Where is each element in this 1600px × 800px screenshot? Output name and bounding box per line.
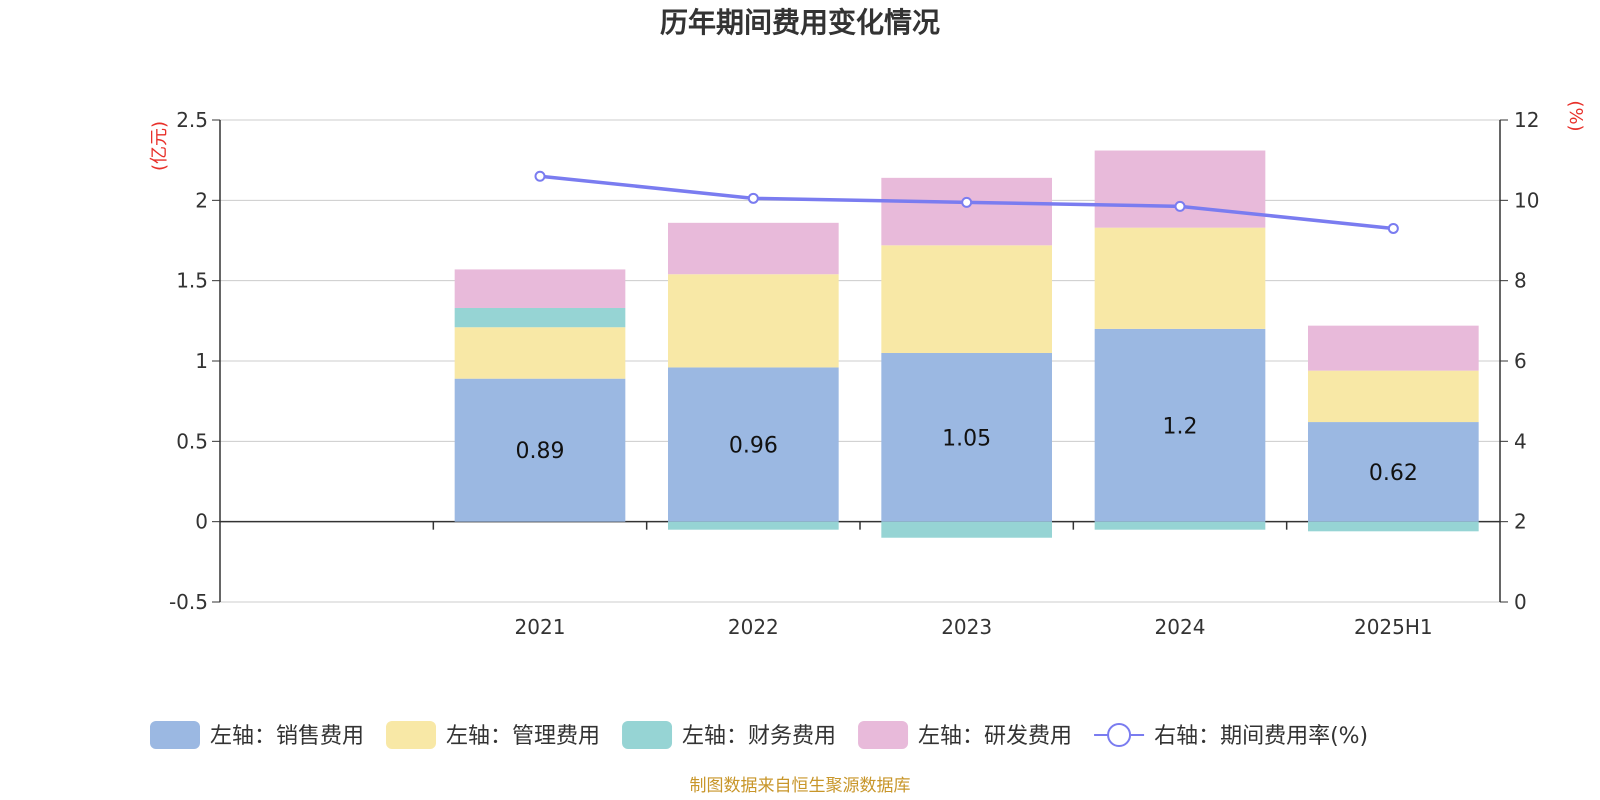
x-tick-label: 2022: [728, 615, 779, 639]
legend-label-1: 左轴：销售费用: [210, 724, 364, 749]
bar-1-2024: [1094, 328, 1266, 522]
legend-swatch-3: [622, 721, 673, 749]
bar-4-2022: [668, 222, 839, 275]
right-tick-label: 4: [1514, 429, 1527, 453]
left-tick-label: 0: [195, 510, 208, 534]
bar-2-2025H1: [1308, 370, 1479, 423]
bar-2-2024: [1094, 227, 1266, 329]
bar-1-2023: [881, 352, 1052, 522]
left-tick-label: 1.5: [176, 269, 208, 293]
left-tick-label: 2.5: [176, 108, 208, 132]
bar-1-2022: [668, 367, 839, 522]
right-axis-ticks: 0 2 4 6 8 10 12: [1500, 108, 1539, 614]
legend-swatch-4: [858, 721, 909, 749]
legend: 左轴：销售费用 左轴：管理费用 左轴：财务费用 左轴：研发费用 右轴：期间费用率(%): [150, 721, 1368, 749]
rate-point-2025H1: [1387, 222, 1399, 234]
rate-point-2023: [961, 196, 973, 208]
bar-3-2022: [668, 521, 839, 530]
right-axis-unit: (%): [1565, 100, 1586, 131]
legend-label-3: 左轴：财务费用: [682, 724, 836, 749]
bar-3-2021: [454, 307, 626, 328]
bar-4-2021: [454, 269, 626, 308]
left-tick-label: 1: [195, 349, 208, 373]
legend-swatch-1: [150, 721, 200, 749]
chart-title: 历年期间费用变化情况: [660, 6, 940, 39]
legend-label-2: 左轴：管理费用: [446, 724, 600, 749]
rate-point-2024: [1174, 200, 1186, 212]
x-tick-label: 2024: [1155, 615, 1206, 639]
rate-point-2022: [747, 192, 759, 204]
right-tick-label: 10: [1514, 188, 1539, 212]
bar-data-label: 1.2: [1163, 414, 1198, 439]
bar-2-2023: [881, 245, 1052, 353]
bar-data-label: 1.05: [942, 426, 991, 451]
bars: 0.89 0.96 1.05 1.2 0.62: [454, 150, 1479, 538]
bar-data-label: 0.62: [1369, 461, 1418, 486]
rate-line: [534, 170, 1399, 234]
bar-1-2025H1: [1308, 422, 1479, 522]
x-tick-label: 2025H1: [1354, 615, 1433, 639]
bar-4-2023: [881, 177, 1052, 246]
bar-3-2024: [1094, 521, 1266, 530]
bar-data-label: 0.89: [516, 439, 565, 464]
left-tick-label: 0.5: [176, 429, 208, 453]
axes: [219, 120, 1501, 602]
bar-2-2022: [668, 274, 839, 368]
right-tick-label: 2: [1514, 510, 1527, 534]
right-tick-label: 0: [1514, 590, 1527, 614]
left-axis-unit: (亿元): [149, 121, 170, 171]
bar-3-2025H1: [1308, 521, 1479, 532]
right-tick-label: 8: [1514, 269, 1527, 293]
bar-3-2023: [881, 521, 1052, 538]
right-tick-label: 6: [1514, 349, 1527, 373]
legend-circle-swatch: [1107, 723, 1132, 747]
left-tick-label: -0.5: [169, 590, 208, 614]
bar-4-2025H1: [1308, 325, 1479, 371]
x-tick-label: 2021: [515, 615, 566, 639]
bar-data-label: 0.96: [729, 434, 778, 459]
bar-4-2024: [1094, 150, 1266, 228]
x-axis-ticks: 2021 2022 2023 2024 2025H1: [515, 615, 1433, 639]
left-axis-ticks: -0.5 0 0.5 1 1.5 2 2.5: [169, 108, 220, 614]
right-tick-label: 12: [1514, 108, 1539, 132]
legend-label-4: 左轴：研发费用: [918, 724, 1072, 749]
left-tick-label: 2: [195, 188, 208, 212]
bar-1-2021: [454, 378, 626, 522]
rate-point-2021: [534, 170, 546, 182]
x-tick-label: 2023: [941, 615, 992, 639]
legend-label-5: 右轴：期间费用率(%): [1154, 724, 1368, 749]
bar-2-2021: [454, 327, 626, 379]
data-source: 制图数据来自恒生聚源数据库: [690, 776, 911, 796]
legend-swatch-2: [386, 721, 437, 749]
